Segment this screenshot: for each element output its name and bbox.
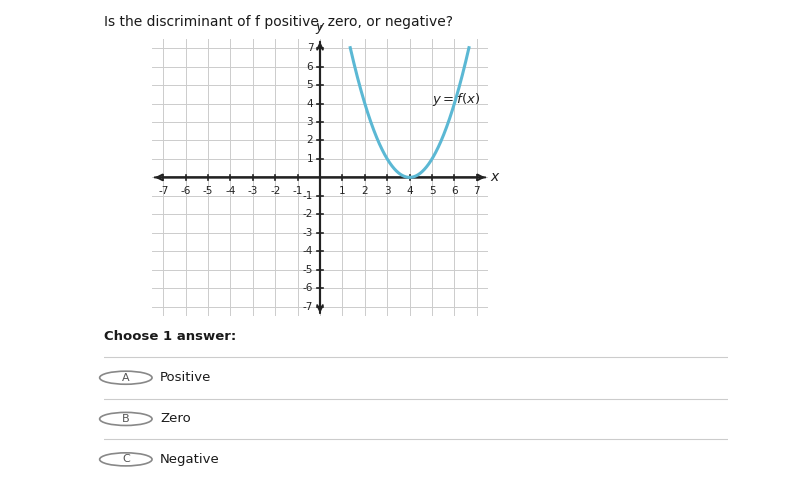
Text: -7: -7 bbox=[158, 186, 168, 196]
Text: 7: 7 bbox=[474, 186, 480, 196]
Text: 3: 3 bbox=[306, 117, 314, 127]
Text: B: B bbox=[122, 414, 130, 424]
Text: $y = f(x)$: $y = f(x)$ bbox=[432, 91, 480, 108]
Text: 5: 5 bbox=[429, 186, 435, 196]
Text: -5: -5 bbox=[303, 265, 314, 275]
Text: C: C bbox=[122, 454, 130, 464]
Text: Negative: Negative bbox=[160, 453, 220, 466]
Text: -4: -4 bbox=[226, 186, 235, 196]
Text: Is the discriminant of f positive, zero, or negative?: Is the discriminant of f positive, zero,… bbox=[104, 15, 453, 29]
Text: 6: 6 bbox=[306, 62, 314, 71]
Text: 4: 4 bbox=[406, 186, 413, 196]
Text: 7: 7 bbox=[306, 43, 314, 53]
Text: 2: 2 bbox=[362, 186, 368, 196]
Text: -1: -1 bbox=[303, 191, 314, 201]
Text: -3: -3 bbox=[303, 228, 314, 238]
Text: -2: -2 bbox=[270, 186, 280, 196]
Text: $x$: $x$ bbox=[490, 171, 501, 184]
Text: 3: 3 bbox=[384, 186, 390, 196]
Text: Zero: Zero bbox=[160, 413, 191, 425]
Text: Positive: Positive bbox=[160, 371, 211, 384]
Text: -6: -6 bbox=[303, 283, 314, 293]
Text: -3: -3 bbox=[248, 186, 258, 196]
Text: 6: 6 bbox=[451, 186, 458, 196]
Text: 5: 5 bbox=[306, 80, 314, 90]
Text: 2: 2 bbox=[306, 136, 314, 145]
Text: 4: 4 bbox=[306, 99, 314, 108]
Text: -1: -1 bbox=[293, 186, 302, 196]
Text: -6: -6 bbox=[181, 186, 190, 196]
Text: A: A bbox=[122, 373, 130, 382]
Text: 1: 1 bbox=[339, 186, 346, 196]
Text: Choose 1 answer:: Choose 1 answer: bbox=[104, 330, 236, 343]
Text: -7: -7 bbox=[303, 302, 314, 312]
Text: -5: -5 bbox=[203, 186, 213, 196]
Text: $y$: $y$ bbox=[314, 21, 326, 36]
Text: -2: -2 bbox=[303, 209, 314, 219]
Text: -4: -4 bbox=[303, 246, 314, 256]
Text: 1: 1 bbox=[306, 154, 314, 164]
